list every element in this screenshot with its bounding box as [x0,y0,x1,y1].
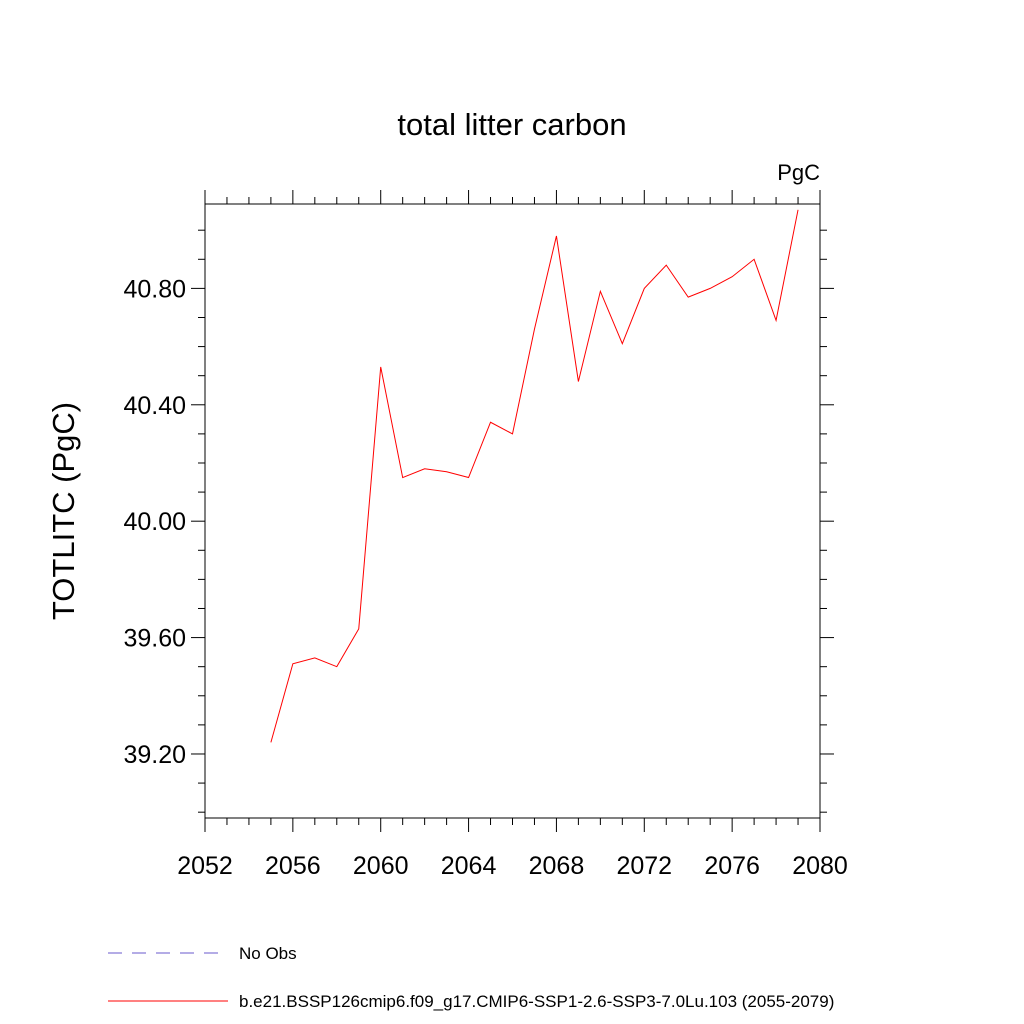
data-point [775,319,778,322]
x-tick-label: 2064 [441,852,497,880]
data-point [665,264,668,267]
data-point [577,380,580,383]
data-point [533,328,536,331]
x-tick-label: 2052 [177,852,233,880]
data-point [511,432,514,435]
y-tick-label: 39.20 [123,741,186,769]
data-point [731,275,734,278]
data-point [379,365,382,368]
data-point [467,476,470,479]
series-line [270,209,799,743]
data-point [423,467,426,470]
chart-title: total litter carbon [397,107,626,142]
data-point [489,421,492,424]
x-tick-label: 2060 [353,852,409,880]
data-point [643,287,646,290]
x-tick-label: 2072 [616,852,672,880]
y-tick-label: 40.80 [123,275,186,303]
x-tick-label: 2056 [265,852,321,880]
data-point [445,470,448,473]
data-point [313,656,316,659]
data-point [357,627,360,630]
legend-label-no-obs: No Obs [239,944,297,963]
legend: No Obs b.e21.BSSP126cmip6.f09_g17.CMIP6-… [108,944,834,1011]
data-point [401,476,404,479]
y-tick-label: 39.60 [123,625,186,653]
y-tick-label: 40.00 [123,508,186,536]
units-label: PgC [777,160,820,185]
data-point [687,296,690,299]
plot-frame [204,203,821,819]
data-point [555,235,558,238]
data-point [753,258,756,261]
x-tick-label: 2076 [704,852,760,880]
y-axis-label: TOTLITC (PgC) [46,402,81,620]
data-point [709,287,712,290]
y-tick-label: 40.40 [123,392,186,420]
x-tick-label: 2068 [529,852,585,880]
data-point [335,665,338,668]
data-point [291,662,294,665]
data-point [797,208,800,211]
x-tick-label: 2080 [792,852,848,880]
data-point [621,342,624,345]
data-point [269,741,272,744]
series-layer [269,208,800,744]
data-point [599,290,602,293]
axis-ticks [191,190,834,832]
axis-tick-labels: 2052 2056 2060 2064 2068 2072 2076 2080 39.20 39.… [123,275,847,880]
legend-label-model-run: b.e21.BSSP126cmip6.f09_g17.CMIP6-SSP1-2.… [239,992,834,1011]
